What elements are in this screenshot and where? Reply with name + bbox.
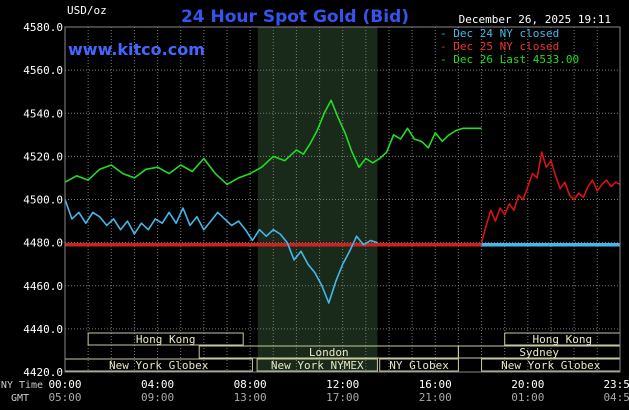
market-label: Sydney [519,346,559,359]
legend: - Dec 24 NY closed - Dec 25 NY closed - … [440,27,579,66]
y-tick-label: 4460.0 [23,280,63,293]
gmt-row-label: GMT [11,393,29,404]
x-tick-gmt: 01:00 [511,391,544,404]
x-tick-ny: 20:00 [511,378,544,391]
series-lines [64,99,621,304]
chart-title: 24 Hour Spot Gold (Bid) [181,7,409,27]
y-tick-label: 4560.0 [23,64,63,77]
y-tick-label: 4420.0 [23,366,63,379]
grid [64,26,621,373]
x-tick-ny: 08:00 [234,378,267,391]
market-label: New York Globex [501,359,601,372]
series-dec25 [480,151,621,243]
market-box [256,358,378,372]
y-tick-label: 4540.0 [23,107,63,120]
legend-dec24-label: Dec 24 NY closed [453,27,559,40]
series-dec26 [64,99,482,186]
legend-dec25-label: Dec 25 NY closed [453,40,559,53]
axes: 4580.0 4560.0 4540.0 4520.0 4500.0 4480.0 4460… [23,21,629,404]
x-tick-ny: 23:59 [603,378,629,391]
legend-dec25: - Dec 25 NY closed [440,40,559,53]
x-tick-ny: 04:00 [141,378,174,391]
y-tick-label: 4440.0 [23,323,63,336]
market-label: NY Globex [389,359,449,372]
series-dec24 [64,199,378,304]
legend-dec24: - Dec 24 NY closed [440,27,559,40]
x-tick-gmt: 17:00 [326,391,359,404]
market-label: Hong Kong [136,333,196,346]
x-tick-gmt: 21:00 [419,391,452,404]
plot-border [64,26,621,373]
market-label: Hong Kong [533,333,593,346]
x-tick-gmt: 13:00 [234,391,267,404]
legend-dec26: - Dec 26 Last 4533.00 [440,53,579,66]
y-axis-unit-label: USD/oz [67,4,107,17]
market-label: New York NYMEX [271,359,364,372]
y-tick-label: 4480.0 [23,237,63,250]
ny-time-row-label: NY Time [1,380,43,391]
x-tick-ny: 16:00 [419,378,452,391]
x-tick-ny: 00:00 [48,378,81,391]
y-tick-label: 4520.0 [23,150,63,163]
kitco-watermark: www.kitco.com [68,40,205,59]
x-tick-gmt: 04:59 [603,391,629,404]
y-tick-label: 4500.0 [23,194,63,207]
market-box [379,358,459,372]
market-label: London [309,346,349,359]
legend-dec26-label: Dec 26 Last 4533.00 [453,53,579,66]
y-tick-label: 4580.0 [23,21,63,34]
market-label: New York Globex [109,359,209,372]
market-box [87,332,244,346]
x-tick-gmt: 05:00 [48,391,81,404]
x-tick-gmt: 09:00 [141,391,174,404]
timestamp: December 26, 2025 19:11 [459,13,611,26]
x-tick-ny: 12:00 [326,378,359,391]
